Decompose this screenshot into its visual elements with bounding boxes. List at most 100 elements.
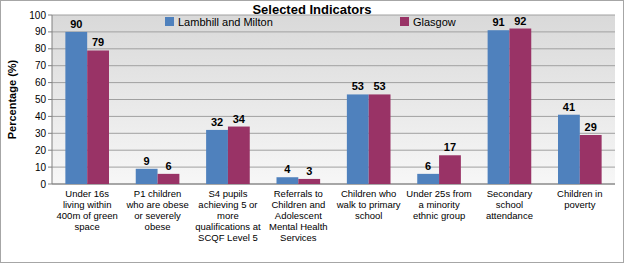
bar (158, 174, 180, 184)
bar (136, 169, 158, 184)
bar (87, 50, 109, 184)
data-label: 4 (284, 163, 291, 175)
data-label: 6 (425, 160, 431, 172)
category-label: Referrals toChildren andAdolescentMental… (269, 188, 328, 243)
category-label: S4 pupilsachieving 5 ormorequalification… (195, 188, 261, 243)
bar (580, 135, 602, 184)
tick-label: 10 (35, 162, 47, 173)
data-label: 53 (352, 80, 364, 92)
tick-mark (48, 15, 52, 16)
category-label-line: ethnic group (413, 210, 465, 221)
category-label-line: walk to primary (336, 199, 401, 210)
data-label: 9 (144, 155, 150, 167)
bar (298, 179, 320, 184)
category-label-line: SCQF Level 5 (198, 232, 258, 243)
chart: Selected Indicators010203040506070809010… (0, 0, 624, 263)
tick-mark (48, 184, 52, 185)
category-label-line: achieving 5 or (198, 199, 257, 210)
data-label: 79 (92, 36, 104, 48)
tick-label: 30 (35, 128, 47, 139)
tick-mark (48, 31, 52, 32)
tick-mark (48, 116, 52, 117)
category-label: Children inpoverty (557, 188, 602, 210)
tick-label: 70 (35, 60, 47, 71)
category-label-line: school (355, 210, 382, 221)
tick-mark (48, 133, 52, 134)
data-label: 29 (585, 121, 597, 133)
bar (558, 115, 580, 184)
bar (347, 94, 369, 184)
data-label: 53 (373, 80, 385, 92)
y-axis (52, 15, 53, 184)
category-label-line: poverty (564, 199, 595, 210)
bar (206, 130, 228, 184)
category-label-line: Children who (341, 188, 396, 199)
data-label: 91 (492, 16, 504, 28)
category-label: P1 childrenwho are obeseor severelyobese (125, 188, 188, 232)
category-label-line: living within (63, 199, 112, 210)
category-label-line: Referrals to (274, 188, 323, 199)
tick-mark (48, 99, 52, 100)
legend-swatch (165, 17, 174, 26)
category-label-line: Under 16s (65, 188, 109, 199)
chart-border (1, 1, 624, 263)
tick-mark (48, 167, 52, 168)
category-label-line: a minority (418, 199, 459, 210)
bar (228, 127, 250, 184)
category-label-line: Secondary (487, 188, 533, 199)
data-label: 17 (444, 141, 456, 153)
category-label-line: who are obese (125, 199, 188, 210)
bar (439, 155, 461, 184)
tick-label: 50 (35, 94, 47, 105)
legend-label: Glasgow (413, 16, 456, 28)
data-label: 90 (70, 18, 82, 30)
category-label-line: Children and (271, 199, 325, 210)
category-label-line: Adolescent (275, 210, 322, 221)
tick-mark (48, 150, 52, 151)
data-label: 3 (306, 165, 312, 177)
category-label-line: school (496, 199, 523, 210)
category-label-line: Under 25s from (406, 188, 472, 199)
tick-label: 100 (29, 10, 46, 21)
category-label-line: space (75, 221, 100, 232)
bar (509, 29, 531, 184)
tick-label: 40 (35, 111, 47, 122)
category-label: Under 16sliving within400m of greenspace (57, 188, 118, 232)
category-label-line: more (217, 210, 239, 221)
grid-line (52, 15, 615, 16)
bar (488, 30, 510, 184)
category-label: Under 25s froma minorityethnic group (406, 188, 472, 221)
data-label: 41 (563, 101, 575, 113)
bar (417, 174, 439, 184)
legend-label: Lambhill and Milton (178, 16, 273, 28)
category-label-line: attendance (486, 210, 533, 221)
bar (276, 177, 298, 184)
y-axis-label: Percentage (%) (6, 59, 18, 139)
category-label-line: Services (280, 232, 317, 243)
category-label: Secondaryschoolattendance (486, 188, 533, 221)
tick-mark (48, 65, 52, 66)
category-label-line: Children in (557, 188, 602, 199)
category-label-line: S4 pupils (208, 188, 247, 199)
bar (65, 32, 87, 184)
bar (369, 94, 391, 184)
category-label-line: P1 children (134, 188, 182, 199)
bars (65, 29, 601, 184)
tick-label: 80 (35, 43, 47, 54)
data-label: 34 (233, 113, 246, 125)
tick-mark (48, 82, 52, 83)
tick-label: 90 (35, 26, 47, 37)
tick-mark (48, 48, 52, 49)
category-label-line: obese (145, 221, 171, 232)
category-label-line: qualifications at (195, 221, 261, 232)
tick-label: 20 (35, 145, 47, 156)
data-label: 6 (165, 160, 171, 172)
legend-swatch (400, 17, 409, 26)
category-label-line: 400m of green (57, 210, 118, 221)
category-label-line: Mental Health (269, 221, 328, 232)
tick-label: 60 (35, 77, 47, 88)
tick-label: 0 (40, 179, 46, 190)
category-label: Children whowalk to primaryschool (336, 188, 401, 221)
category-label-line: or severely (134, 210, 181, 221)
data-label: 32 (211, 116, 223, 128)
